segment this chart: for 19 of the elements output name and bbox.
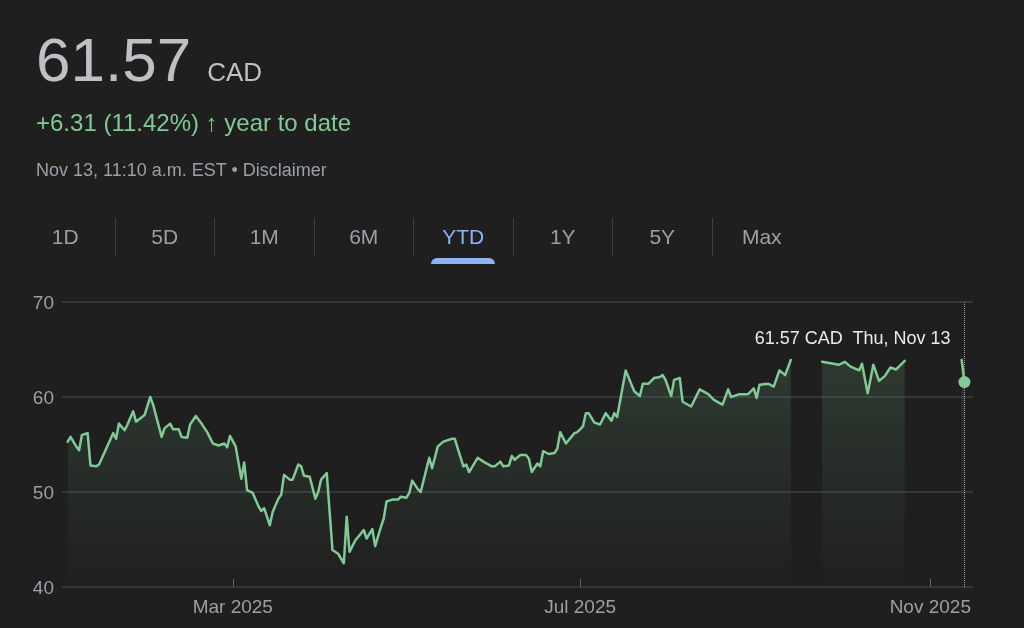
y-tick-label: 50: [32, 481, 54, 503]
text: 6M: [313, 218, 413, 256]
x-tick-label: Jul 2025: [544, 596, 617, 617]
annotation: 61.57 CAD Thu, Nov 13: [754, 328, 951, 348]
y-tick-label: 40: [32, 576, 54, 598]
text: Max: [711, 218, 811, 256]
chart-subtitle: +6.31 (11.42%) ↑ year to date: [36, 109, 352, 137]
text: Nov 13, 11:10 a.m. EST • Disclaimer: [36, 160, 327, 181]
x-tick-label: Mar 2025: [192, 596, 273, 617]
text: 5Y: [612, 218, 712, 256]
text: 1Y: [512, 218, 612, 256]
y-tick-label: 70: [32, 291, 54, 313]
text: 5D: [114, 218, 214, 256]
text: 1D: [50, 224, 80, 250]
chart-title: 61.57 CAD: [36, 25, 263, 94]
text: 1M: [214, 218, 314, 256]
x-tick-label: Nov 2025: [889, 596, 971, 617]
text: YTD: [413, 218, 513, 256]
y-tick-label: 60: [32, 386, 54, 408]
